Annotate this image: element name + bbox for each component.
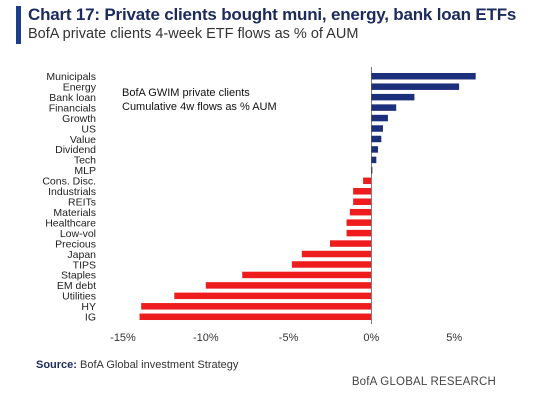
bar: [371, 104, 397, 111]
category-label: EM debt: [57, 280, 96, 292]
chart-annotation: BofA GWIM private clients Cumulative 4w …: [122, 86, 277, 114]
category-label: Japan: [67, 249, 96, 261]
bar: [291, 261, 372, 268]
category-label: Healthcare: [45, 217, 96, 229]
category-label: Industrials: [48, 186, 96, 198]
bar: [371, 156, 377, 164]
category-label: Precious: [55, 238, 96, 250]
category-label: Financials: [49, 102, 96, 114]
source-note: Source: BofA Global investment Strategy: [36, 359, 238, 371]
x-tick-label: -5%: [279, 332, 299, 344]
bar: [371, 135, 382, 143]
bar: [371, 167, 373, 174]
bar: [371, 93, 415, 101]
category-label: Value: [70, 134, 96, 146]
category-label: IG: [85, 312, 96, 324]
x-tick-label: 5%: [446, 332, 462, 344]
bar: [371, 125, 383, 132]
bar: [174, 292, 372, 300]
category-label: Utilities: [62, 291, 96, 303]
bar: [242, 271, 372, 279]
category-label: Tech: [74, 155, 96, 167]
source-text: BofA Global investment Strategy: [80, 359, 239, 371]
bar: [371, 83, 460, 90]
x-tick-label: -10%: [193, 332, 219, 344]
annotation-line-2: Cumulative 4w flows as % AUM: [122, 101, 277, 113]
title-accent-bar: [16, 6, 21, 44]
category-label: Cons. Disc.: [42, 176, 96, 188]
bar: [346, 219, 372, 226]
category-label: REITs: [68, 197, 96, 209]
bar: [353, 198, 372, 205]
bar: [205, 282, 372, 289]
x-tick-label: -15%: [110, 332, 136, 344]
category-label: Staples: [61, 270, 96, 282]
bar: [353, 188, 372, 195]
x-tick-label: 0%: [363, 332, 379, 344]
category-label: Bank loan: [49, 92, 96, 104]
category-label: Growth: [62, 113, 96, 125]
category-label: Low-vol: [60, 228, 96, 240]
category-label: TIPS: [73, 259, 96, 271]
bar: [329, 240, 372, 247]
bar: [346, 229, 372, 237]
bar: [141, 303, 372, 310]
bar: [363, 177, 372, 185]
bar: [371, 146, 378, 153]
category-label: US: [81, 123, 96, 135]
bar: [349, 208, 372, 216]
bar: [371, 114, 388, 122]
chart-title: Chart 17: Private clients bought muni, e…: [28, 5, 517, 24]
bar: [371, 72, 476, 80]
category-label: MLP: [74, 165, 96, 177]
category-label: Materials: [53, 207, 96, 219]
chart-subtitle: BofA private clients 4-week ETF flows as…: [28, 26, 359, 42]
category-label: Municipals: [46, 71, 96, 83]
category-label: HY: [81, 301, 96, 313]
footer-brand: BofA GLOBAL RESEARCH: [351, 376, 496, 388]
bar: [301, 250, 372, 258]
category-label: Energy: [63, 81, 97, 93]
bar: [139, 313, 372, 321]
source-label: Source:: [36, 359, 77, 371]
annotation-line-1: BofA GWIM private clients: [122, 87, 250, 99]
category-label: Dividend: [55, 144, 96, 156]
